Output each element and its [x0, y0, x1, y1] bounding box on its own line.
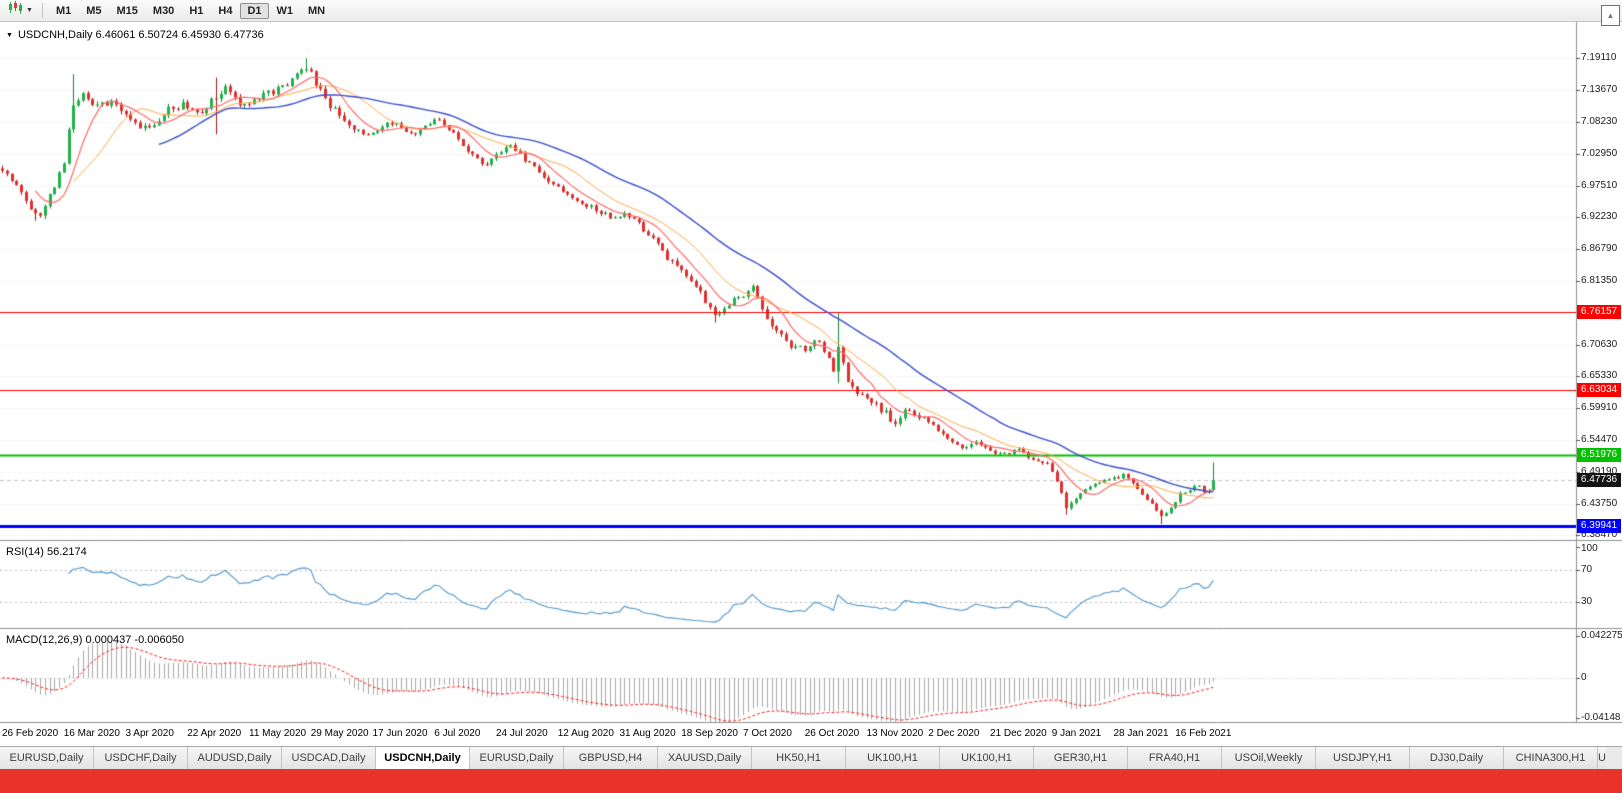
- toolbar-separator: [41, 3, 43, 18]
- chart-tab-uk100-h1[interactable]: UK100,H1: [940, 747, 1034, 769]
- bottom-red-banner: [0, 769, 1622, 793]
- chart-tab-bar: EURUSD,Daily USDCHF,Daily AUDUSD,Daily USDC…: [0, 746, 1622, 769]
- chevron-down-icon: ▼: [26, 7, 33, 14]
- date-label: 11 May 2020: [249, 728, 307, 739]
- chart-tab-usoil-weekly[interactable]: USOil,Weekly: [1222, 747, 1316, 769]
- chart-tab-gbpusd-h4[interactable]: GBPUSD,H4: [564, 747, 658, 769]
- date-label: 26 Oct 2020: [804, 728, 860, 739]
- chart-tab-xauusd-daily[interactable]: XAUUSD,Daily: [658, 747, 752, 769]
- chart-tab-ger30-h1[interactable]: GER30,H1: [1034, 747, 1128, 769]
- timeframe-button-m5[interactable]: M5: [86, 4, 102, 17]
- date-label: 31 Aug 2020: [619, 728, 676, 739]
- scroll-to-end-button[interactable]: ▲: [1601, 5, 1620, 26]
- timeframe-toolbar: ▼ M1 M5 M15 M30 H1 H4 D1 W1 MN: [0, 0, 1622, 22]
- date-label: 6 Jul 2020: [434, 728, 481, 739]
- timeframe-button-m15[interactable]: M15: [116, 4, 138, 17]
- timeframe-button-m1[interactable]: M1: [55, 4, 72, 17]
- price-tick-label: 7.19110: [1581, 52, 1617, 63]
- chart-tab-eurusd-daily[interactable]: EURUSD,Daily: [0, 747, 94, 769]
- symbol-ohlc-text: USDCNH,Daily 6.46061 6.50724 6.45930 6.4…: [17, 29, 264, 41]
- date-label: 7 Oct 2020: [743, 728, 792, 739]
- macd-tick-label: 0: [1581, 672, 1587, 683]
- arrow-up-icon: ▲: [1606, 11, 1615, 20]
- date-label: 29 May 2020: [310, 728, 369, 739]
- date-label: 16 Mar 2020: [63, 728, 120, 739]
- macd-tick-label: 0.042275: [1581, 629, 1622, 641]
- timeframe-button-h4[interactable]: H4: [218, 4, 233, 17]
- chart-tab-audusd-daily[interactable]: AUDUSD,Daily: [188, 747, 282, 769]
- date-label: 12 Aug 2020: [557, 728, 614, 739]
- timeframe-button-mn[interactable]: MN: [308, 4, 326, 17]
- date-label: 24 Jul 2020: [496, 728, 548, 739]
- date-label: 3 Apr 2020: [125, 728, 174, 739]
- price-tick-label: 6.54470: [1581, 434, 1618, 446]
- price-tick-label: 6.97510: [1581, 179, 1618, 191]
- chart-area: ▼ USDCNH,Daily 6.46061 6.50724 6.45930 6…: [0, 22, 1622, 746]
- chart-type-button[interactable]: ▼: [5, 0, 36, 21]
- chart-tab-uk100-h1[interactable]: UK100,H1: [846, 747, 940, 769]
- timeframe-button-h1[interactable]: H1: [189, 4, 204, 17]
- current-price-label: 6.47736: [1577, 473, 1621, 488]
- date-label: 22 Apr 2020: [187, 728, 242, 739]
- date-label: 28 Jan 2021: [1113, 728, 1169, 739]
- price-tick-label: 6.81350: [1581, 275, 1618, 287]
- chart-tab-usdcnh-daily[interactable]: USDCNH,Daily: [376, 747, 470, 769]
- date-label: 18 Sep 2020: [681, 728, 738, 739]
- timeframe-button-m30[interactable]: M30: [152, 4, 175, 17]
- price-level-label-resistance-upper[interactable]: 6.76157: [1577, 305, 1621, 320]
- price-chart-canvas[interactable]: [0, 22, 1622, 746]
- date-label: 26 Feb 2020: [2, 728, 59, 739]
- date-label: 9 Jan 2021: [1051, 728, 1102, 739]
- price-tick-label: 6.86790: [1581, 243, 1618, 255]
- date-label: 21 Dec 2020: [990, 728, 1047, 739]
- rsi-indicator-label: RSI(14) 56.2174: [6, 546, 87, 558]
- macd-indicator-label: MACD(12,26,9) 0.000437 -0.006050: [6, 634, 184, 646]
- date-label: 16 Feb 2021: [1175, 728, 1232, 739]
- chart-tab-dj30-daily[interactable]: DJ30,Daily: [1410, 747, 1504, 769]
- rsi-tick-label: 30: [1581, 595, 1593, 607]
- price-level-label-support-green[interactable]: 6.51976: [1577, 448, 1621, 463]
- price-tick-label: 7.13670: [1581, 84, 1618, 96]
- chart-tab-hk50-h1[interactable]: HK50,H1: [752, 747, 846, 769]
- chart-tab-usdcad-daily[interactable]: USDCAD,Daily: [282, 747, 376, 769]
- price-tick-label: 6.38470: [1581, 528, 1618, 540]
- price-tick-label: 6.92230: [1581, 210, 1618, 222]
- chart-tab-fra40-h1[interactable]: FRA40,H1: [1128, 747, 1222, 769]
- macd-tick-label: -0.04148: [1581, 712, 1621, 723]
- chart-tab-usdchf-daily[interactable]: USDCHF,Daily: [94, 747, 188, 769]
- timeframe-button-d1[interactable]: D1: [240, 2, 269, 19]
- price-tick-label: 7.08230: [1581, 116, 1618, 128]
- chart-tab-china300-h1[interactable]: CHINA300,H1: [1504, 747, 1598, 769]
- candlestick-chart-icon: [8, 1, 23, 20]
- price-tick-label: 6.49190: [1581, 465, 1618, 477]
- price-tick-label: 6.43750: [1581, 497, 1618, 509]
- price-tick-label: 6.70630: [1581, 338, 1618, 350]
- rsi-tick-label: 70: [1581, 564, 1593, 576]
- price-level-label-resistance-lower[interactable]: 6.63034: [1577, 382, 1621, 397]
- price-tick-label: 7.02950: [1581, 147, 1618, 159]
- chart-tab-eurusd-daily[interactable]: EURUSD,Daily: [470, 747, 564, 769]
- chart-tab-usdjpy-h1[interactable]: USDJPY,H1: [1316, 747, 1410, 769]
- rsi-tick-label: 100: [1581, 543, 1598, 554]
- date-label: 13 Nov 2020: [866, 728, 924, 739]
- timeframe-buttons-group: M1 M5 M15 M30 H1 H4 D1 W1 MN: [49, 2, 332, 19]
- date-label: 2 Dec 2020: [928, 728, 980, 739]
- chart-tab-partial[interactable]: U: [1598, 747, 1606, 769]
- timeframe-button-w1[interactable]: W1: [276, 4, 294, 17]
- date-label: 17 Jun 2020: [372, 728, 428, 739]
- price-tick-label: 6.65330: [1581, 370, 1618, 382]
- price-level-label-support-blue[interactable]: 6.39941: [1577, 519, 1621, 534]
- price-tick-label: 6.59910: [1581, 402, 1618, 414]
- chart-ohlc-header: ▼ USDCNH,Daily 6.46061 6.50724 6.45930 6…: [6, 29, 264, 41]
- symbol-marker-icon: ▼: [6, 31, 13, 39]
